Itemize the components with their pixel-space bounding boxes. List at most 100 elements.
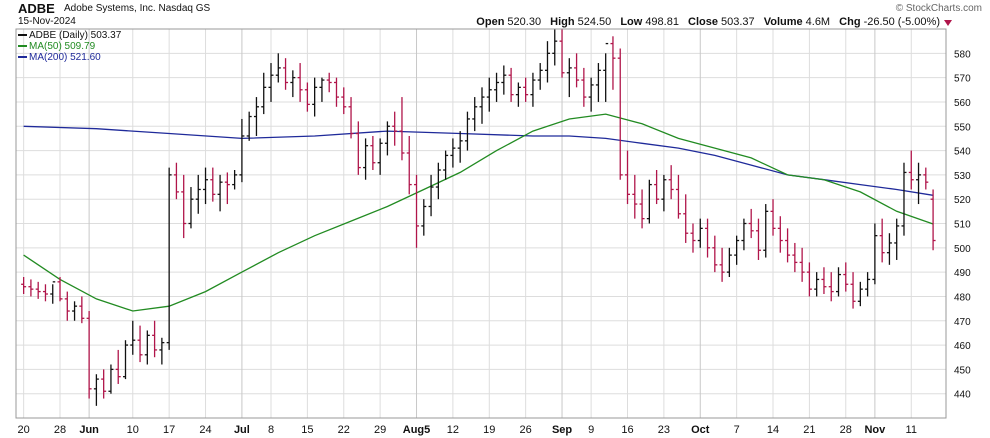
chart-date: 15-Nov-2024: [18, 16, 76, 27]
close-label: Close: [688, 16, 718, 28]
ohlc-bar: [705, 218, 711, 258]
ohlc-bar: [50, 281, 56, 304]
ohlc-bar: [246, 111, 252, 141]
ohlc-bar: [777, 216, 783, 253]
ohlc-bar: [268, 63, 274, 102]
ohlc-bar: [217, 174, 223, 212]
ohlc-bar: [799, 247, 805, 282]
x-tick-label: 17: [163, 424, 175, 436]
ohlc-bar: [872, 223, 878, 285]
ohlc-bar: [297, 63, 303, 102]
low-value: 498.81: [645, 16, 679, 28]
ohlc-bar: [283, 58, 289, 90]
ohlc-bar: [406, 135, 412, 195]
high-value: 524.50: [577, 16, 612, 28]
x-tick-label: 15: [301, 424, 313, 436]
ohlc-bar: [625, 150, 631, 205]
legend-price: ADBE (Daily) 503.37: [18, 30, 121, 41]
ohlc-bar: [792, 242, 798, 273]
ohlc-bar: [144, 330, 150, 365]
ohlc-bar: [333, 77, 339, 107]
ohlc-bar: [930, 189, 936, 251]
x-tick-label: 24: [199, 424, 211, 436]
open-value: 520.30: [507, 16, 542, 28]
ohlc-bar: [326, 72, 332, 93]
ohlc-bar: [479, 87, 485, 124]
open-label: Open: [476, 16, 505, 28]
ohlc-bar: [348, 97, 354, 139]
ohlc-bar: [894, 218, 900, 260]
y-tick-label: 450: [954, 365, 971, 376]
ohlc-bar: [857, 281, 863, 307]
ohlc-bar: [72, 301, 78, 321]
ohlc-bar: [275, 53, 281, 83]
ohlc-bar: [166, 167, 172, 350]
x-tick-label: 14: [767, 424, 779, 436]
ohlc-bar: [115, 349, 121, 384]
ohlc-bar: [908, 150, 914, 190]
quote-strip: Open 520.30 High 524.50 Low 498.81 Close 503…: [476, 16, 946, 30]
ohlc-bar: [319, 77, 325, 102]
ohlc-bar: [617, 48, 623, 180]
ohlc-bar: [697, 218, 703, 248]
ohlc-bars: [21, 29, 936, 406]
ohlc-bar: [595, 63, 601, 102]
high-label: High: [550, 16, 575, 28]
x-tick-label: 16: [621, 424, 633, 436]
ohlc-bar: [108, 364, 114, 394]
ohlc-bar: [181, 174, 187, 239]
ohlc-bar: [443, 150, 449, 180]
ohlc-bar: [865, 272, 871, 297]
ohlc-bar: [566, 58, 572, 98]
x-tick-label: Oct: [691, 424, 710, 436]
ohlc-bar: [195, 174, 201, 214]
ohlc-bar: [428, 174, 434, 217]
ohlc-bar: [690, 223, 696, 253]
y-tick-label: 530: [954, 171, 971, 182]
ohlc-bar: [239, 118, 245, 183]
ohlc-bar: [821, 267, 827, 295]
ohlc-bar: [79, 296, 85, 324]
ohlc-bar: [668, 165, 674, 200]
ohlc-bar: [450, 138, 456, 168]
ohlc-bar: [210, 167, 216, 202]
ohlc-bar: [137, 325, 143, 363]
ohlc-bar: [785, 228, 791, 263]
ohlc-bar: [734, 235, 740, 265]
x-tick-label: 12: [447, 424, 459, 436]
ma50-line: [23, 113, 934, 312]
down-arrow-icon: [944, 20, 952, 26]
ohlc-bar: [93, 374, 99, 406]
legend-ma200-label: MA(200) 521.60: [29, 52, 101, 63]
ohlc-bar: [464, 111, 470, 151]
x-tick-label: Jul: [234, 424, 250, 436]
ohlc-bar: [886, 233, 892, 265]
ohlc-bar: [261, 72, 267, 115]
x-tick-label: 29: [374, 424, 386, 436]
ohlc-bar: [304, 82, 310, 112]
y-tick-label: 480: [954, 292, 971, 303]
y-axis-ticks: 440 450 460 470 480 490 500 510 520 530 540 550 560 5…: [954, 49, 971, 400]
ohlc-bar: [639, 189, 645, 229]
brand-watermark: © StockCharts.com: [895, 3, 982, 14]
ohlc-bar: [35, 281, 41, 299]
x-tick-label: 9: [588, 424, 594, 436]
volume-value: 4.6M: [805, 16, 831, 28]
x-tick-label: 28: [54, 424, 66, 436]
ohlc-bar: [559, 29, 565, 78]
ohlc-bar: [552, 29, 558, 66]
ohlc-bar: [392, 111, 398, 146]
y-tick-label: 540: [954, 147, 971, 158]
ohlc-bar: [42, 284, 48, 302]
ohlc-bar: [755, 218, 761, 260]
chg-label: Chg: [839, 16, 861, 28]
ohlc-bar: [203, 167, 209, 205]
x-tick-label: 21: [803, 424, 815, 436]
ohlc-bar: [646, 179, 652, 224]
ohlc-bar: [719, 247, 725, 282]
ohlc-bar: [850, 272, 856, 309]
ohlc-bar: [814, 272, 820, 297]
ohlc-bar: [232, 170, 238, 190]
ohlc-bar: [370, 135, 376, 171]
ohlc-bar: [188, 187, 194, 229]
